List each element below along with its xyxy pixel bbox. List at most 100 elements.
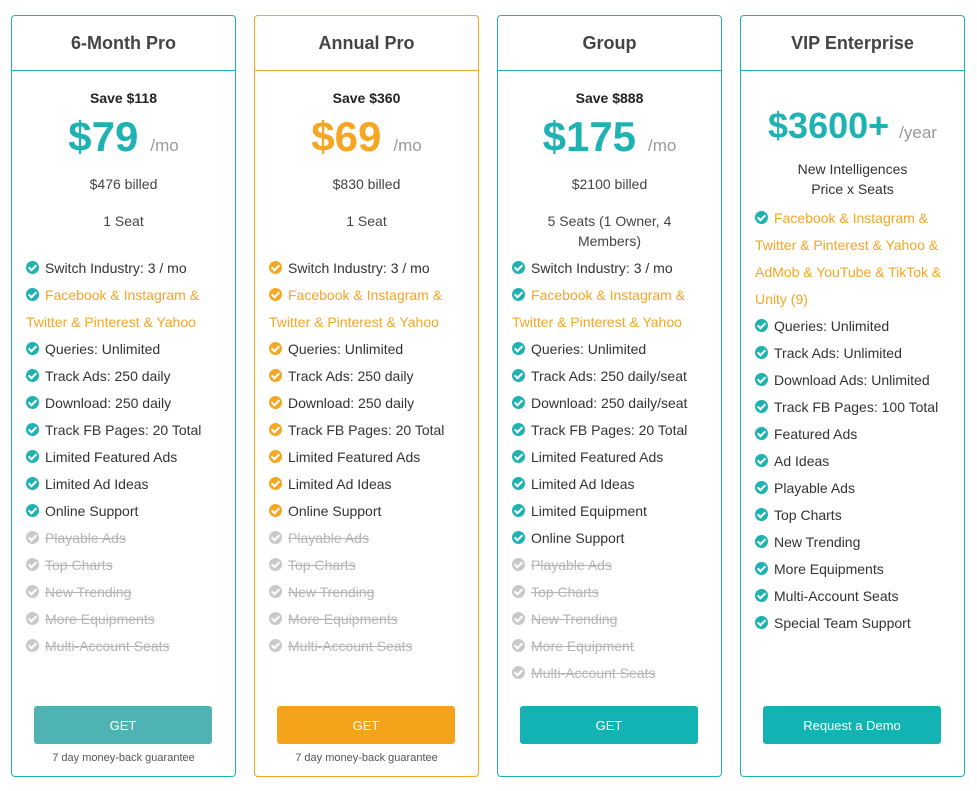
check-circle-icon	[269, 423, 282, 436]
feature-item: Track FB Pages: 20 Total	[269, 417, 470, 444]
feature-item: Limited Featured Ads	[26, 444, 227, 471]
check-circle-icon	[512, 423, 525, 436]
plan-card-vip-enterprise: VIP Enterprise $3600+ /year New Intellig…	[740, 15, 965, 777]
check-circle-icon	[755, 400, 768, 413]
feature-text: Limited Equipment	[531, 503, 647, 519]
feature-item: Track FB Pages: 20 Total	[26, 417, 227, 444]
save-label: Save $360	[332, 90, 401, 106]
check-circle-disabled-icon	[269, 558, 282, 571]
feature-item: AdMob & YouTube & TikTok &	[755, 259, 956, 286]
price-period: /mo	[393, 136, 422, 155]
check-circle-icon	[26, 450, 39, 463]
feature-list: Switch Industry: 3 / mo Facebook & Instag…	[26, 255, 227, 660]
feature-item: Download: 250 daily	[269, 390, 470, 417]
feature-text: Special Team Support	[774, 615, 911, 631]
feature-item: Featured Ads	[755, 421, 956, 448]
feature-item: New Trending	[755, 529, 956, 556]
get-button[interactable]: GET	[520, 706, 698, 744]
feature-text: Twitter & Pinterest & Yahoo	[26, 314, 196, 330]
feature-item: New Trending	[26, 579, 227, 606]
price-row: $79 /mo	[12, 113, 235, 163]
feature-item: Playable Ads	[269, 525, 470, 552]
feature-item: Facebook & Instagram &	[755, 205, 956, 232]
check-circle-disabled-icon	[26, 639, 39, 652]
feature-text: Online Support	[45, 503, 139, 519]
price-row: $69 /mo	[255, 113, 478, 163]
feature-text: Top Charts	[774, 507, 842, 523]
feature-text: Track Ads: 250 daily	[288, 368, 414, 384]
feature-text: Online Support	[531, 530, 625, 546]
feature-text: Multi-Account Seats	[531, 665, 656, 681]
money-back-guarantee: 7 day money-back guarantee	[52, 752, 195, 764]
billed-amount: $2100 billed	[571, 176, 648, 192]
check-circle-icon	[269, 288, 282, 301]
check-circle-icon	[26, 369, 39, 382]
check-circle-icon	[269, 342, 282, 355]
feature-item: Facebook & Instagram &	[269, 282, 470, 309]
feature-text: Track FB Pages: 100 Total	[774, 399, 939, 415]
check-circle-icon	[512, 288, 525, 301]
money-back-guarantee: 7 day money-back guarantee	[295, 752, 438, 764]
request-demo-button[interactable]: Request a Demo	[763, 706, 941, 744]
feature-item: Top Charts	[26, 552, 227, 579]
get-button[interactable]: GET	[277, 706, 455, 744]
feature-text: Top Charts	[45, 557, 113, 573]
feature-list: Switch Industry: 3 / mo Facebook & Instag…	[512, 255, 713, 687]
feature-item: Online Support	[26, 498, 227, 525]
plan-card-annual-pro: Annual Pro Save $360 $69 /mo $830 billed…	[254, 15, 479, 777]
price: $175	[542, 113, 637, 160]
price: $79	[68, 113, 139, 160]
feature-text: Download: 250 daily	[45, 395, 172, 411]
check-circle-disabled-icon	[512, 585, 525, 598]
check-circle-icon	[512, 342, 525, 355]
feature-item: Ad Ideas	[755, 448, 956, 475]
feature-list: Switch Industry: 3 / mo Facebook & Instag…	[269, 255, 470, 660]
feature-text: Download: 250 daily/seat	[531, 395, 688, 411]
feature-text: Track Ads: 250 daily	[45, 368, 171, 384]
feature-item: Top Charts	[755, 502, 956, 529]
feature-item: Online Support	[269, 498, 470, 525]
feature-item: Limited Ad Ideas	[269, 471, 470, 498]
feature-text: New Trending	[288, 584, 375, 600]
feature-text: Track FB Pages: 20 Total	[531, 422, 688, 438]
feature-text: Playable Ads	[774, 480, 855, 496]
pricing-note: New Intelligences Price x Seats	[741, 159, 964, 199]
feature-item: Switch Industry: 3 / mo	[269, 255, 470, 282]
get-button[interactable]: GET	[34, 706, 212, 744]
check-circle-icon	[755, 454, 768, 467]
feature-item: Queries: Unlimited	[26, 336, 227, 363]
feature-text: New Trending	[774, 534, 861, 550]
feature-item: Playable Ads	[512, 552, 713, 579]
feature-item: Limited Featured Ads	[269, 444, 470, 471]
check-circle-icon	[512, 261, 525, 274]
check-circle-icon	[755, 481, 768, 494]
feature-item: Multi-Account Seats	[512, 660, 713, 687]
feature-item: Queries: Unlimited	[755, 313, 956, 340]
feature-text: Limited Ad Ideas	[531, 476, 635, 492]
feature-item: Unity (9)	[755, 286, 956, 313]
feature-text: Playable Ads	[288, 530, 369, 546]
check-circle-icon	[512, 477, 525, 490]
check-circle-icon	[755, 346, 768, 359]
feature-text: Twitter & Pinterest & Yahoo &	[755, 237, 939, 253]
feature-text: Limited Ad Ideas	[45, 476, 149, 492]
price-period: /mo	[648, 136, 677, 155]
feature-item: Limited Ad Ideas	[512, 471, 713, 498]
feature-item: Twitter & Pinterest & Yahoo	[269, 309, 470, 336]
feature-text: New Trending	[45, 584, 132, 600]
feature-text: Facebook & Instagram &	[531, 287, 686, 303]
feature-item: More Equipment	[512, 633, 713, 660]
price-row: $175 /mo	[498, 113, 721, 163]
check-circle-icon	[26, 504, 39, 517]
feature-text: Download: 250 daily	[288, 395, 415, 411]
feature-item: Playable Ads	[755, 475, 956, 502]
feature-text: Limited Ad Ideas	[288, 476, 392, 492]
billed-amount: $476 billed	[89, 176, 158, 192]
check-circle-icon	[755, 616, 768, 629]
feature-text: Queries: Unlimited	[531, 341, 647, 357]
feature-text: More Equipments	[774, 561, 884, 577]
feature-text: Track FB Pages: 20 Total	[45, 422, 202, 438]
plan-card-group: Group Save $888 $175 /mo $2100 billed 5 …	[497, 15, 722, 777]
check-circle-disabled-icon	[269, 531, 282, 544]
check-circle-icon	[512, 504, 525, 517]
